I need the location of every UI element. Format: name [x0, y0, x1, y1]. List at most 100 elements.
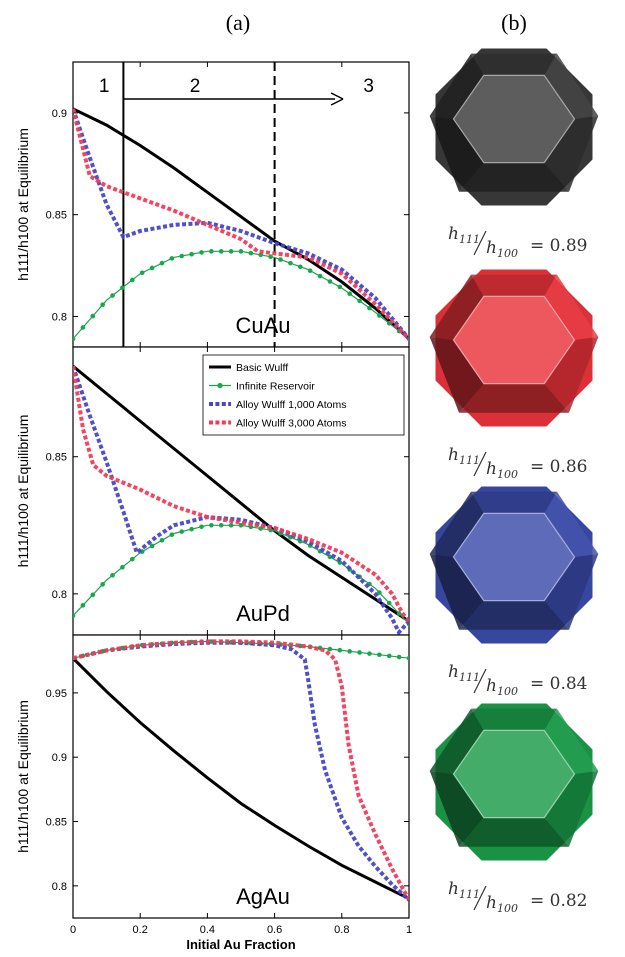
y-tick-label: 0.8: [52, 311, 67, 323]
series-basic-wulff: [73, 365, 409, 623]
shape-facet: [544, 553, 599, 630]
wulff-shape-1: h111 h100 = 0.89: [429, 48, 599, 260]
legend-alloy-wulff-3-000-atoms-label: Alloy Wulff 3,000 Atoms: [236, 418, 347, 430]
y-tick-label: 0.9: [52, 752, 67, 764]
region-label: 3: [363, 76, 374, 97]
region-label: 1: [99, 76, 110, 97]
chart-title: AuPd: [236, 601, 290, 626]
shape-facet: [429, 770, 484, 847]
shape-facet: [544, 770, 599, 847]
x-tick-label: 0: [70, 924, 76, 936]
wulff-shape-4: h111 h100 = 0.82: [429, 703, 599, 915]
shape-facet: [544, 708, 599, 774]
y-tick-label: 0.85: [46, 210, 67, 222]
series-infinite-reservoir-marker: [209, 249, 214, 254]
series-infinite-reservoir-marker: [189, 526, 194, 532]
shape-facet: [429, 491, 484, 557]
legend-box: [202, 354, 405, 436]
series-infinite-reservoir-marker: [80, 325, 86, 330]
y-tick-label: 0.9: [52, 108, 67, 120]
y-axis-label: h111/h100 at Equilibrium: [15, 128, 31, 281]
series-group: [73, 107, 409, 342]
series-infinite-reservoir-marker: [228, 249, 234, 254]
series-infinite-reservoir-marker: [199, 524, 204, 530]
series-infinite-reservoir-marker: [297, 264, 303, 270]
series-infinite-reservoir-marker: [327, 279, 333, 284]
shape-facet: [544, 53, 599, 119]
series-basic-wulff: [73, 657, 409, 901]
shape-facet: [429, 115, 484, 192]
ratio-slash: [473, 885, 487, 911]
shape-ratio-label: h111 h100 = 0.86: [448, 445, 588, 481]
y-tick-label: 0.95: [46, 688, 67, 700]
ratio-denominator: h100: [486, 459, 518, 481]
series-basic-wulff: [73, 107, 409, 341]
shape-facet: [471, 53, 557, 76]
y-axis-label: h111/h100 at Equilibrium: [15, 415, 31, 568]
shape-facet: [459, 162, 569, 192]
chart-title: AgAu: [236, 884, 290, 909]
series-infinite-reservoir-marker: [396, 611, 402, 616]
series-infinite-reservoir-marker: [120, 285, 125, 291]
ratio-slash: [473, 668, 487, 694]
series-infinite-reservoir-marker: [218, 249, 224, 254]
series-alloy-wulff-3-000-atoms: [73, 108, 409, 341]
y-tick-label: 0.85: [46, 817, 67, 829]
plot-frame: [72, 61, 410, 348]
series-infinite-reservoir-marker: [377, 652, 382, 658]
region-arrowhead: [330, 92, 344, 106]
series-infinite-reservoir-marker: [327, 554, 333, 560]
charts-column: 0.8 0.85 0.9 h111/h100 at Equilibrium 1 2 3 CuA…: [15, 61, 412, 952]
series-alloy-wulff-1-000-atoms: [73, 365, 409, 635]
x-tick-label: 1: [406, 924, 412, 936]
x-tick-label: 0.8: [334, 924, 349, 936]
series-infinite-reservoir-marker: [199, 250, 204, 255]
region-label: 2: [190, 76, 201, 97]
wulff-shape-3: h111 h100 = 0.84: [429, 486, 599, 698]
ratio-denominator: h100: [486, 676, 518, 698]
shape-facet: [471, 491, 557, 514]
series-alloy-wulff-3-000-atoms: [73, 639, 409, 901]
series-infinite-reservoir-marker: [149, 265, 155, 271]
series-infinite-reservoir-marker: [100, 302, 105, 308]
series-infinite-reservoir-marker: [159, 537, 165, 543]
shape-facet: [544, 115, 599, 192]
shape-facet: [471, 708, 557, 731]
series-infinite-reservoir-marker: [100, 582, 105, 587]
series-infinite-reservoir-marker: [307, 268, 313, 274]
series-infinite-reservoir-marker: [73, 613, 76, 619]
chart-title: CuAu: [235, 313, 290, 338]
x-tick-label: 0.6: [267, 924, 282, 936]
series-infinite-reservoir-marker: [357, 298, 362, 304]
series-infinite-reservoir-marker: [139, 270, 145, 276]
series-infinite-reservoir-marker: [347, 649, 353, 654]
series-infinite-reservoir-marker: [179, 529, 185, 534]
ratio-slash: [473, 451, 487, 477]
series-alloy-wulff-3-000-atoms: [73, 365, 409, 623]
series-infinite-reservoir-marker: [90, 313, 96, 319]
chart-cuau: 0.8 0.85 0.9 h111/h100 at Equilibrium 1 2 3 CuA…: [15, 61, 410, 348]
series-infinite-reservoir-marker: [209, 522, 214, 528]
ratio-denominator: h100: [486, 238, 518, 260]
legend-infinite-reservoir-marker: [217, 382, 223, 389]
panel-label-a: (a): [226, 10, 250, 35]
shape-facet: [544, 491, 599, 557]
shapes-column: h111 h100 = 0.89 h111 h100 = 0.86 h111 h100 = 0.…: [429, 48, 599, 915]
series-infinite-reservoir-marker: [129, 277, 135, 283]
series-infinite-reservoir-marker: [377, 313, 382, 318]
shape-facet: [429, 274, 484, 340]
y-axis-label: h111/h100 at Equilibrium: [15, 700, 31, 853]
series-infinite-reservoir-marker: [357, 650, 362, 655]
series-infinite-reservoir-marker: [268, 254, 273, 260]
x-tick-label: 0.2: [133, 924, 148, 936]
shape-top-facet: [452, 74, 576, 164]
series-infinite-reservoir-marker: [396, 654, 402, 660]
series-infinite-reservoir-marker: [278, 257, 283, 262]
series-infinite-reservoir-marker: [288, 260, 293, 266]
series-infinite-reservoir-marker: [90, 592, 96, 598]
y-tick-label: 0.8: [52, 589, 67, 601]
series-infinite-reservoir-marker: [248, 250, 254, 256]
series-infinite-reservoir-marker: [218, 522, 224, 528]
series-infinite-reservoir-marker: [228, 522, 234, 528]
